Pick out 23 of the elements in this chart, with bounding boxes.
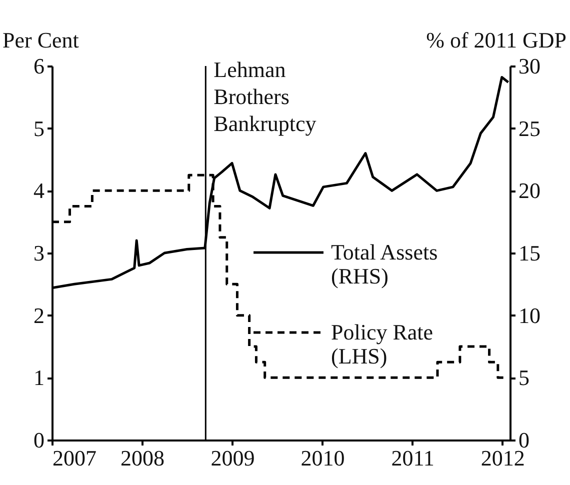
legend-label: Total Assets (RHS) [331,240,438,288]
y-tick-label: 5 [34,116,44,141]
y2-tick-label: 30 [518,54,540,78]
x-tick-label: 2008 [120,446,165,470]
y-tick-label: 6 [34,54,44,78]
y2-tick-label: 25 [518,116,540,141]
y-tick-label: 0 [34,428,44,452]
y2-axis-title: % of 2011 GDP [426,28,566,52]
y-tick-label: 1 [34,365,44,390]
legend-label: Policy Rate (LHS) [331,320,434,368]
x-tick-label: 2010 [300,446,345,470]
y2-tick-label: 5 [518,365,530,390]
y-tick-label: 3 [34,240,44,266]
y-tick-label: 4 [34,178,44,204]
y2-tick-label: 15 [518,240,540,266]
x-tick-label: 2007 [52,446,96,470]
y-axis-title: Per Cent [2,28,79,52]
ref-line-label: Lehman Brothers Bankruptcy [214,57,316,136]
y2-tick-label: 20 [518,178,540,204]
y-tick-label: 2 [34,302,44,328]
y2-tick-label: 10 [518,302,540,328]
x-tick-label: 2009 [210,446,255,470]
x-tick-label: 2011 [391,446,434,470]
